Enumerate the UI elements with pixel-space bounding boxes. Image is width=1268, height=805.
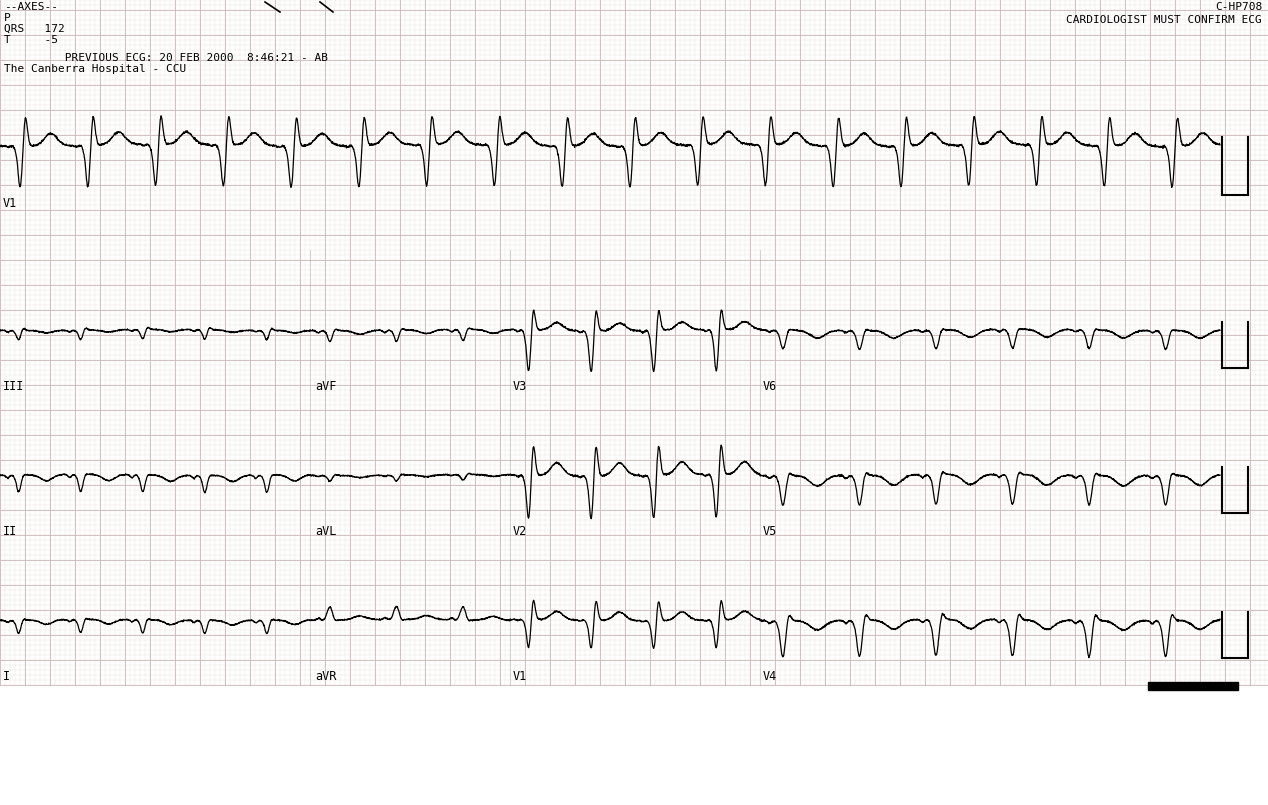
Text: PREVIOUS ECG: 20 FEB 2000  8:46:21 - AB: PREVIOUS ECG: 20 FEB 2000 8:46:21 - AB bbox=[4, 53, 328, 63]
Text: V1: V1 bbox=[514, 670, 527, 683]
Text: aVL: aVL bbox=[314, 525, 336, 538]
Text: aVR: aVR bbox=[314, 670, 336, 683]
Bar bbox=[1148, 682, 1238, 690]
Text: P: P bbox=[4, 13, 10, 23]
Text: II: II bbox=[3, 525, 18, 538]
Text: --AXES--: --AXES-- bbox=[4, 2, 58, 12]
Text: T     -5: T -5 bbox=[4, 35, 58, 45]
Text: V3: V3 bbox=[514, 380, 527, 393]
Text: V5: V5 bbox=[763, 525, 777, 538]
Text: The Canberra Hospital - CCU: The Canberra Hospital - CCU bbox=[4, 64, 186, 74]
Text: QRS   172: QRS 172 bbox=[4, 24, 65, 34]
Text: CARDIOLOGIST MUST CONFIRM ECG: CARDIOLOGIST MUST CONFIRM ECG bbox=[1066, 15, 1262, 25]
Text: C-HP708: C-HP708 bbox=[1215, 2, 1262, 12]
Text: V1: V1 bbox=[3, 197, 18, 210]
Text: V6: V6 bbox=[763, 380, 777, 393]
Text: V2: V2 bbox=[514, 525, 527, 538]
Text: III: III bbox=[3, 380, 24, 393]
Text: aVF: aVF bbox=[314, 380, 336, 393]
Text: V4: V4 bbox=[763, 670, 777, 683]
Text: I: I bbox=[3, 670, 10, 683]
